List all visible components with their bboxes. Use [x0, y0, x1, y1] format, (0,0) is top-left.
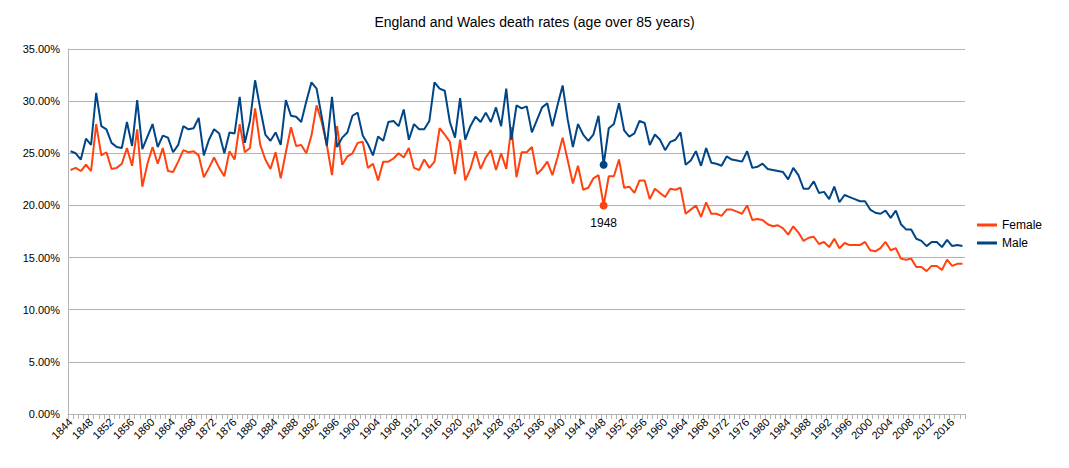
- svg-text:1892: 1892: [295, 416, 321, 442]
- svg-text:1948: 1948: [590, 216, 617, 230]
- svg-text:2016: 2016: [931, 416, 957, 442]
- svg-text:1904: 1904: [357, 416, 383, 442]
- svg-text:1968: 1968: [685, 416, 711, 442]
- svg-text:1872: 1872: [193, 416, 219, 442]
- svg-text:2012: 2012: [910, 416, 936, 442]
- svg-text:1852: 1852: [90, 416, 116, 442]
- svg-text:1924: 1924: [459, 416, 485, 442]
- svg-text:1996: 1996: [828, 416, 854, 442]
- svg-text:Female: Female: [1002, 218, 1042, 232]
- svg-text:1992: 1992: [808, 416, 834, 442]
- svg-text:1960: 1960: [644, 416, 670, 442]
- svg-text:2000: 2000: [849, 416, 875, 442]
- svg-text:1944: 1944: [562, 416, 588, 442]
- svg-text:1952: 1952: [603, 416, 629, 442]
- svg-text:0.00%: 0.00%: [29, 408, 60, 420]
- svg-text:England and Wales death rates: England and Wales death rates (age over …: [374, 14, 694, 30]
- svg-text:1844: 1844: [49, 416, 75, 442]
- svg-text:1896: 1896: [316, 416, 342, 442]
- svg-text:1980: 1980: [746, 416, 772, 442]
- svg-text:1928: 1928: [480, 416, 506, 442]
- svg-text:1916: 1916: [418, 416, 444, 442]
- svg-text:1912: 1912: [398, 416, 424, 442]
- svg-text:1972: 1972: [705, 416, 731, 442]
- svg-text:1880: 1880: [234, 416, 260, 442]
- svg-text:1900: 1900: [336, 416, 362, 442]
- svg-text:1848: 1848: [70, 416, 96, 442]
- svg-text:Male: Male: [1002, 236, 1028, 250]
- svg-text:20.00%: 20.00%: [23, 199, 61, 211]
- svg-text:1936: 1936: [521, 416, 547, 442]
- svg-text:1948: 1948: [582, 416, 608, 442]
- svg-text:1884: 1884: [254, 416, 280, 442]
- svg-text:35.00%: 35.00%: [23, 43, 61, 55]
- svg-text:1920: 1920: [439, 416, 465, 442]
- svg-text:1864: 1864: [152, 416, 178, 442]
- svg-text:30.00%: 30.00%: [23, 95, 61, 107]
- svg-text:5.00%: 5.00%: [29, 356, 60, 368]
- svg-text:1908: 1908: [377, 416, 403, 442]
- svg-text:1984: 1984: [767, 416, 793, 442]
- svg-text:1932: 1932: [500, 416, 526, 442]
- svg-text:25.00%: 25.00%: [23, 147, 61, 159]
- svg-text:15.00%: 15.00%: [23, 252, 61, 264]
- svg-text:1988: 1988: [787, 416, 813, 442]
- svg-text:2008: 2008: [890, 416, 916, 442]
- svg-text:1956: 1956: [623, 416, 649, 442]
- svg-text:2004: 2004: [869, 416, 895, 442]
- svg-text:1860: 1860: [131, 416, 157, 442]
- svg-text:1964: 1964: [664, 416, 690, 442]
- svg-text:1888: 1888: [275, 416, 301, 442]
- svg-text:1856: 1856: [111, 416, 137, 442]
- svg-text:10.00%: 10.00%: [23, 304, 61, 316]
- svg-text:1976: 1976: [726, 416, 752, 442]
- svg-text:1876: 1876: [213, 416, 239, 442]
- svg-text:1940: 1940: [541, 416, 567, 442]
- svg-text:1868: 1868: [172, 416, 198, 442]
